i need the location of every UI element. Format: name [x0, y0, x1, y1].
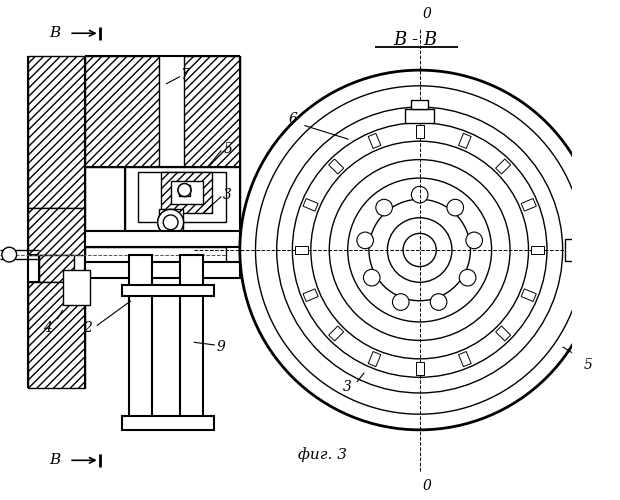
- Circle shape: [388, 218, 452, 282]
- Bar: [28, 282, 85, 389]
- Text: 5: 5: [584, 358, 593, 372]
- Polygon shape: [368, 134, 381, 148]
- Bar: [85, 262, 240, 278]
- Circle shape: [392, 294, 409, 310]
- Text: 9: 9: [217, 340, 226, 354]
- Polygon shape: [459, 352, 471, 366]
- Circle shape: [363, 270, 380, 286]
- Circle shape: [412, 186, 428, 203]
- Circle shape: [466, 232, 482, 248]
- Bar: [179, 184, 190, 196]
- Text: B: B: [50, 454, 61, 468]
- Circle shape: [311, 141, 528, 359]
- Text: B - B: B - B: [393, 30, 437, 48]
- Bar: [185, 56, 240, 167]
- Text: фиг. 3: фиг. 3: [298, 448, 347, 462]
- Polygon shape: [295, 246, 308, 254]
- Circle shape: [178, 184, 191, 196]
- Bar: [85, 56, 159, 167]
- Circle shape: [255, 86, 584, 414]
- Circle shape: [240, 70, 600, 430]
- Polygon shape: [303, 289, 318, 302]
- Text: 0: 0: [423, 8, 432, 22]
- Bar: [412, 100, 428, 109]
- Polygon shape: [415, 126, 424, 138]
- Polygon shape: [303, 198, 318, 211]
- Polygon shape: [521, 289, 536, 302]
- Circle shape: [163, 215, 178, 230]
- Circle shape: [376, 200, 392, 216]
- Text: 3: 3: [223, 188, 232, 202]
- Bar: [226, 241, 240, 268]
- Circle shape: [357, 232, 373, 248]
- Circle shape: [447, 200, 464, 216]
- Circle shape: [157, 210, 184, 235]
- Polygon shape: [495, 326, 511, 341]
- Text: 2: 2: [83, 322, 92, 336]
- Bar: [170, 181, 203, 204]
- Polygon shape: [495, 159, 511, 174]
- Circle shape: [178, 184, 191, 196]
- Bar: [122, 285, 214, 296]
- Text: B: B: [50, 26, 61, 40]
- Bar: [129, 254, 152, 425]
- Text: 0: 0: [423, 478, 432, 492]
- Bar: [125, 167, 240, 232]
- Bar: [38, 254, 74, 282]
- Bar: [122, 416, 214, 430]
- Bar: [85, 230, 240, 247]
- Polygon shape: [329, 159, 343, 174]
- Circle shape: [277, 107, 562, 393]
- Polygon shape: [415, 362, 424, 374]
- Circle shape: [403, 234, 436, 266]
- Polygon shape: [329, 326, 343, 341]
- Bar: [586, 242, 599, 258]
- Polygon shape: [531, 246, 544, 254]
- Text: 6: 6: [289, 112, 298, 126]
- Bar: [565, 239, 586, 261]
- Circle shape: [2, 247, 17, 262]
- Circle shape: [369, 200, 471, 300]
- Polygon shape: [521, 198, 536, 211]
- Text: 3: 3: [343, 380, 352, 394]
- Polygon shape: [368, 352, 381, 366]
- Bar: [159, 210, 183, 234]
- Bar: [161, 172, 212, 213]
- Circle shape: [348, 178, 492, 322]
- Text: 4: 4: [43, 322, 53, 336]
- Circle shape: [329, 160, 510, 340]
- Text: 7: 7: [181, 68, 190, 82]
- Circle shape: [293, 122, 547, 378]
- Bar: [28, 56, 85, 208]
- Bar: [405, 109, 435, 122]
- Bar: [28, 208, 85, 254]
- Bar: [63, 270, 91, 306]
- Polygon shape: [459, 134, 471, 148]
- Bar: [180, 254, 203, 425]
- Circle shape: [157, 210, 184, 235]
- Text: 5: 5: [223, 142, 232, 156]
- Bar: [138, 172, 226, 222]
- Circle shape: [459, 270, 476, 286]
- Circle shape: [430, 294, 447, 310]
